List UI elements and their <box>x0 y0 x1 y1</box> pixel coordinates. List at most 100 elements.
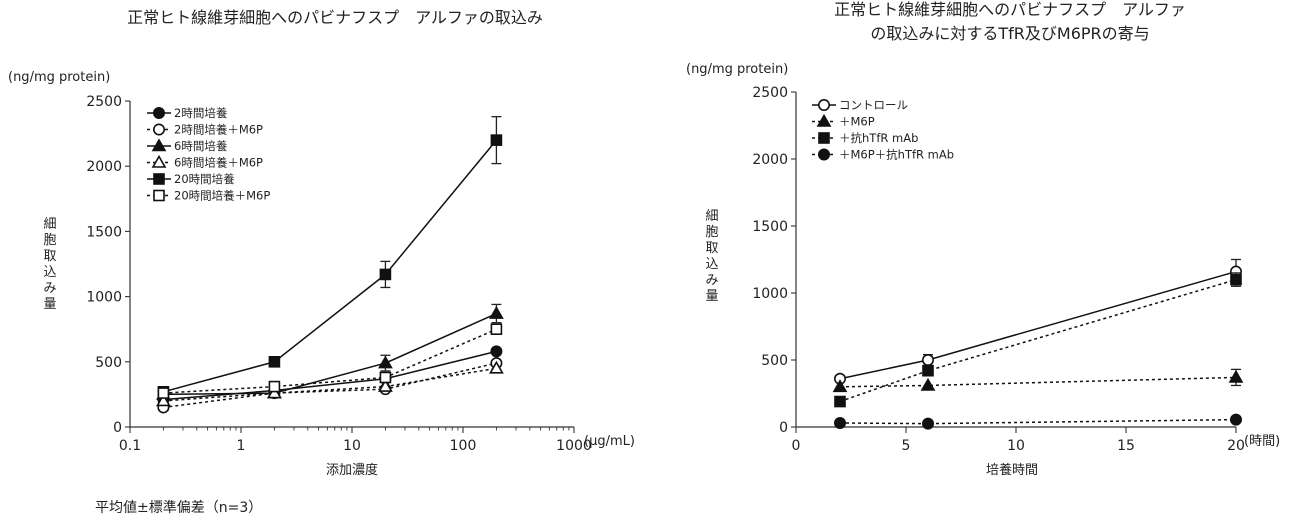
series-line <box>163 139 497 393</box>
legend-item: 6時間培養＋M6P <box>147 154 263 170</box>
x-tick-label: 20 <box>1227 438 1245 454</box>
x-tick-label: 0 <box>792 438 801 454</box>
legend-item: 20時間培養＋M6P <box>147 189 270 203</box>
y-tick-label: 2000 <box>86 159 122 175</box>
x-axis-title: 添加濃度 <box>326 462 378 478</box>
legend-marker <box>817 99 830 112</box>
x-axis-title: 培養時間 <box>986 462 1038 478</box>
y-axis-unit: (ng/mg protein) <box>8 70 110 85</box>
data-point <box>834 395 846 408</box>
legend-marker <box>816 113 832 127</box>
legend: 2時間培養 2時間培養＋M6P 6時間培養 6時間培養＋M6P 20時間培養 20時間培養… <box>147 106 270 203</box>
chart-title-line2: の取込みに対するTfR及びM6PRの寄与 <box>870 24 1149 43</box>
x-tick-label: 5 <box>902 438 911 454</box>
x-tick-label: 10 <box>1007 438 1025 454</box>
y-tick-label: 1500 <box>86 224 122 240</box>
data-point <box>489 305 504 319</box>
data-point <box>378 378 393 392</box>
legend-marker <box>153 189 165 202</box>
chart-title: 正常ヒト線維芽細胞へのパビナフスプ アルファの取込み <box>127 8 543 27</box>
data-point <box>490 323 503 336</box>
series-line <box>163 367 497 402</box>
chart-2: 正常ヒト線維芽細胞へのパビナフスプ アルファの取込みに対するTfR及びM6PRの… <box>686 0 1280 478</box>
y-axis-title: 細胞取込み量 <box>43 217 56 312</box>
series-4 <box>833 413 1243 430</box>
data-point <box>490 345 503 358</box>
data-point <box>268 355 281 368</box>
chart-1: 正常ヒト線維芽細胞へのパビナフスプ アルファの取込み (ng/mg protein… <box>8 8 635 478</box>
legend-marker <box>818 132 830 144</box>
y-tick-label: 500 <box>761 353 788 369</box>
series-line <box>839 278 1237 403</box>
x-axis-unit: (時間) <box>1244 434 1280 449</box>
data-point <box>490 134 503 146</box>
y-tick-label: 500 <box>95 355 122 371</box>
data-point <box>379 371 392 384</box>
legend-label: ＋抗hTfR mAb <box>839 131 918 145</box>
legend-item: 2時間培養＋M6P <box>147 123 263 137</box>
series-line <box>163 350 497 401</box>
legend-label: 6時間培養＋M6P <box>174 156 263 170</box>
y-tick-label: 0 <box>113 420 122 436</box>
data-point <box>489 360 504 374</box>
x-tick-label: 100 <box>450 438 477 454</box>
series-2 <box>832 368 1244 393</box>
series-line <box>839 418 1237 425</box>
data-point <box>922 364 934 377</box>
legend-marker <box>153 123 166 136</box>
data-point <box>1230 273 1242 286</box>
legend-item: ＋M6P＋抗hTfR mAb <box>812 148 954 162</box>
legend-item: ＋M6P <box>812 113 875 129</box>
y-tick-label: 1000 <box>752 286 788 302</box>
legend-label: 20時間培養 <box>174 172 235 186</box>
y-tick-label: 1000 <box>86 290 122 306</box>
series-1 <box>833 258 1243 385</box>
y-tick-label: 2500 <box>752 85 788 101</box>
data-point <box>156 393 171 407</box>
legend-marker <box>151 138 167 152</box>
series-line <box>839 376 1237 388</box>
legend-marker <box>153 173 165 185</box>
legend-marker <box>151 154 167 168</box>
y-axis-title: 細胞取込み量 <box>705 209 718 304</box>
series-line <box>163 328 497 394</box>
series-6 <box>157 323 503 399</box>
x-tick-label: 15 <box>1117 438 1135 454</box>
x-tick-label: 1 <box>237 438 246 454</box>
data-point <box>157 387 170 399</box>
legend-item: ＋抗hTfR mAb <box>812 131 918 145</box>
legend-marker <box>817 148 830 161</box>
legend-label: 2時間培養＋M6P <box>174 123 263 137</box>
x-axis-unit: (μg/mL) <box>584 434 635 449</box>
legend-item: 6時間培養 <box>147 138 228 153</box>
series-line <box>163 362 497 409</box>
y-tick-label: 1500 <box>752 219 788 235</box>
x-tick-label: 10 <box>343 438 361 454</box>
legend-item: 2時間培養 <box>147 106 228 120</box>
legend-label: 6時間培養 <box>174 139 228 153</box>
legend-item: 20時間培養 <box>147 172 235 186</box>
legend-item: コントロール <box>812 98 908 112</box>
x-tick-label: 1000 <box>556 438 592 454</box>
legend: コントロール＋M6P＋抗hTfR mAb＋M6P＋抗hTfR mAb <box>812 98 954 162</box>
data-point <box>268 380 281 393</box>
legend-label: ＋M6P <box>839 115 875 129</box>
series-line <box>163 312 497 396</box>
legend-label: コントロール <box>839 98 908 112</box>
y-tick-label: 2500 <box>86 94 122 110</box>
data-point <box>833 416 846 429</box>
y-tick-label: 2000 <box>752 152 788 168</box>
y-axis-unit: (ng/mg protein) <box>686 62 788 77</box>
legend-marker <box>153 107 166 120</box>
data-point <box>378 355 393 369</box>
footnote: 平均値±標準偏差（n=3） <box>95 500 262 516</box>
series-3 <box>834 272 1242 408</box>
x-tick-label: 0.1 <box>119 438 141 454</box>
data-point <box>1230 413 1243 426</box>
y-tick-label: 0 <box>779 420 788 436</box>
data-point <box>920 377 936 391</box>
data-point <box>921 417 934 430</box>
data-point <box>1228 369 1244 383</box>
series-line <box>839 270 1237 380</box>
